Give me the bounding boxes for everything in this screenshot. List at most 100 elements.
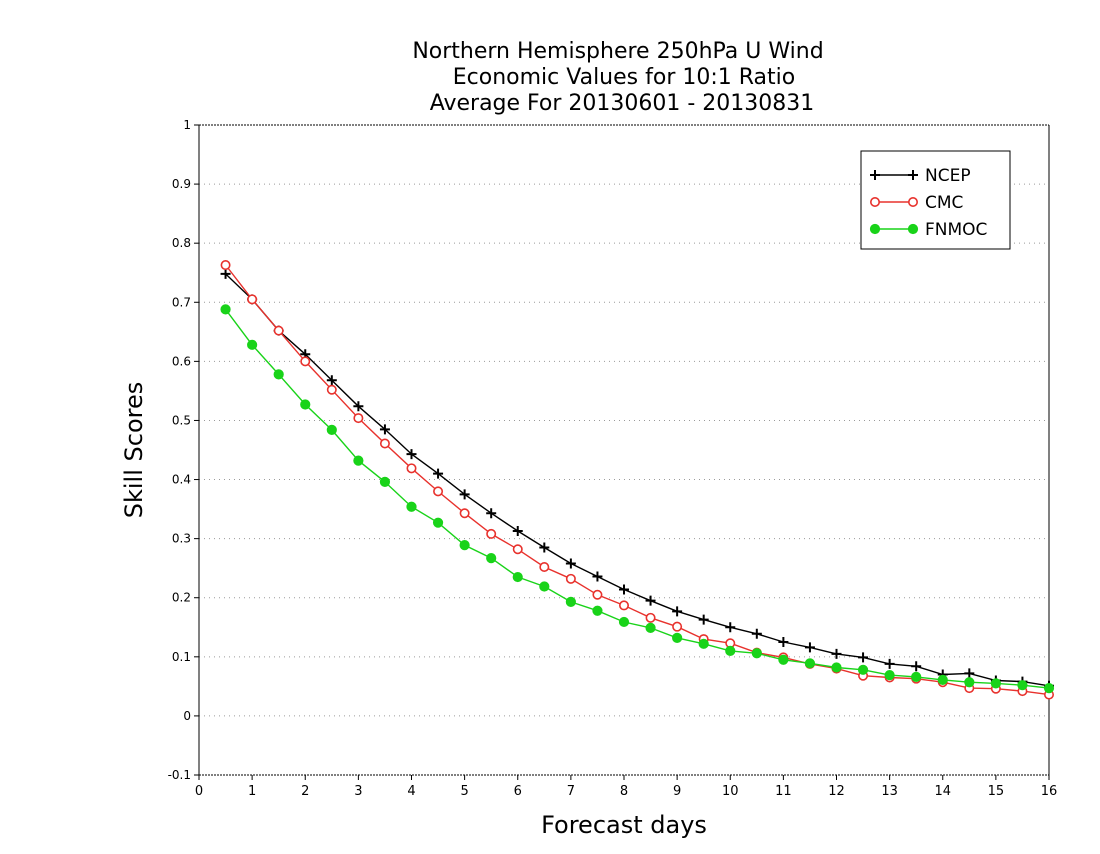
data-point-ncep [220,268,231,279]
x-tick-label: 9 [673,784,681,799]
data-point-fnmoc [990,678,1001,689]
data-point-fnmoc [884,670,895,681]
y-tick-label: 0.8 [172,236,191,250]
x-tick-label: 6 [514,784,522,799]
series-ncep [220,268,1054,691]
data-point-fnmoc [432,517,444,528]
legend-label-cmc: CMC [925,193,963,213]
data-point-fnmoc [406,501,417,512]
data-point-cmc [406,463,417,474]
y-tick-label: 0 [183,709,191,723]
data-point-ncep [804,642,815,653]
data-point-ncep [565,558,576,569]
data-point-fnmoc [751,648,762,659]
data-point-fnmoc [459,540,470,551]
data-series [220,260,1055,700]
x-tick-label: 14 [934,784,951,799]
data-point-ncep [592,571,603,582]
x-tick-label: 0 [195,784,203,799]
data-point-cmc [512,544,523,555]
series-line-fnmoc [225,308,1050,689]
chart-title-line-2: Economic Values for 10:1 Ratio [453,65,795,90]
x-tick-label: 10 [722,784,739,799]
x-tick-label: 11 [775,784,792,799]
legend-marker [908,170,918,180]
data-point-ncep [831,648,842,659]
x-tick-label: 1 [248,784,256,799]
data-point-ncep [459,489,470,500]
data-point-fnmoc [565,596,576,607]
data-point-ncep [326,375,337,386]
data-point-fnmoc [911,671,922,683]
data-point-fnmoc [725,645,736,657]
data-point-fnmoc [1017,680,1028,691]
data-point-ncep [725,622,736,633]
data-point-fnmoc [778,654,789,665]
legend-item-fnmoc: FNMOC [869,220,987,240]
data-point-cmc [592,589,603,600]
legend-marker [907,223,919,235]
x-tick-label: 8 [620,784,628,799]
x-tick-label: 16 [1041,784,1058,799]
data-point-ncep [672,606,683,617]
chart-title-line-1: Northern Hemisphere 250hPa U Wind [412,39,823,64]
data-point-ncep [539,542,550,553]
data-point-fnmoc [857,664,869,675]
data-point-cmc [618,600,629,611]
y-tick-label: 0.9 [172,177,191,191]
data-point-cmc [247,294,258,305]
data-point-cmc [353,413,364,424]
y-tick-label: 0.6 [172,354,191,368]
data-point-ncep [433,468,444,479]
data-point-ncep [698,614,709,625]
y-axis-label: Skill Scores [120,382,148,519]
data-point-ncep [512,525,523,536]
data-point-fnmoc [831,662,842,673]
data-point-ncep [406,449,417,460]
x-axis-label: Forecast days [541,811,707,839]
axes: -0.100.10.20.30.40.50.60.70.80.910 1 2 3 4 5 6… [168,118,1058,799]
data-point-cmc [220,260,231,271]
legend-marker [869,223,881,235]
legend: NCEP CMC FNMOC [860,150,1011,250]
data-point-fnmoc [937,674,948,685]
legend-item-cmc: CMC [869,193,963,213]
legend-marker [870,170,880,180]
data-point-cmc [486,528,497,539]
data-point-cmc [326,384,337,395]
data-point-cmc [672,621,683,632]
series-cmc [220,260,1055,700]
data-point-fnmoc [804,658,816,669]
legend-label-ncep: NCEP [925,166,971,186]
data-point-fnmoc [220,304,231,315]
x-tick-label: 7 [567,784,575,799]
data-point-fnmoc [645,622,656,633]
data-point-cmc [273,325,284,336]
gridlines [199,183,1049,717]
data-point-ncep [964,668,975,679]
y-tick-label: 0.1 [172,650,191,664]
chart-title: Northern Hemisphere 250hPa U Wind Econom… [412,39,823,116]
legend-marker [907,197,918,208]
data-point-fnmoc [592,605,603,616]
data-point-ncep [778,637,789,648]
data-point-ncep [619,584,629,595]
data-point-fnmoc [618,616,630,628]
data-point-ncep [645,595,656,606]
data-point-ncep [858,652,869,663]
data-point-fnmoc [672,632,683,644]
y-tick-label: 0.2 [172,591,191,605]
x-tick-label: 15 [988,784,1005,799]
data-point-fnmoc [300,399,311,410]
series-fnmoc [220,304,1055,694]
y-tick-label: 0.7 [172,295,191,309]
x-tick-label: 12 [828,784,845,799]
data-point-ncep [911,661,922,672]
data-point-fnmoc [486,553,497,564]
y-tick-label: -0.1 [168,768,191,782]
data-point-cmc [645,612,656,623]
data-point-cmc [300,356,311,367]
data-point-cmc [379,438,390,449]
